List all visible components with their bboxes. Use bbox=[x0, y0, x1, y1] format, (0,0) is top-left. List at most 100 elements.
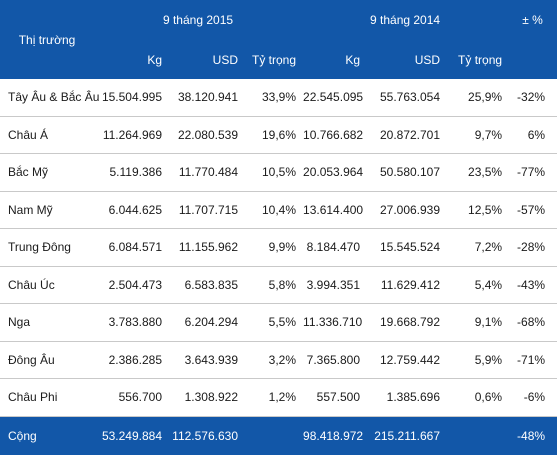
share-2014-cell: 9,1% bbox=[446, 303, 509, 342]
share-2015-cell: 9,9% bbox=[244, 228, 303, 267]
table-body: Tây Âu & Bắc Âu 15.504.995 38.120.941 33,9%… bbox=[0, 79, 557, 417]
share-2015-cell: 10,5% bbox=[244, 153, 303, 192]
usd-2015-cell: 22.080.539 bbox=[168, 116, 244, 154]
kg-2015-cell: 556.700 bbox=[94, 378, 168, 417]
kg-2014-cell: 10.766.682 bbox=[302, 116, 367, 154]
change-cell: -28% bbox=[508, 228, 557, 267]
header-blank bbox=[508, 40, 557, 79]
usd-2015-cell: 6.583.835 bbox=[168, 266, 244, 304]
header-usd-2015: USD bbox=[168, 40, 244, 79]
total-usd-2014: 215.211.667 bbox=[366, 416, 447, 455]
market-cell: Tây Âu & Bắc Âu bbox=[0, 79, 99, 117]
kg-2014-cell: 7.365.800 bbox=[302, 341, 367, 379]
table-row: Trung Đông 6.084.571 11.155.962 9,9% 8.184.4… bbox=[0, 228, 557, 267]
share-2014-cell: 5,4% bbox=[446, 266, 509, 304]
header-change: ± % bbox=[508, 0, 557, 40]
usd-2015-cell: 11.770.484 bbox=[168, 153, 244, 192]
header-usd-2014: USD bbox=[366, 40, 447, 79]
market-cell: Nga bbox=[0, 303, 94, 342]
table-header: Thị trường 9 tháng 2015 9 tháng 2014 ± %… bbox=[0, 0, 557, 79]
header-kg-2015: Kg bbox=[94, 40, 168, 79]
kg-2015-cell: 2.504.473 bbox=[94, 266, 168, 304]
usd-2015-cell: 1.308.922 bbox=[168, 378, 244, 417]
table-row: Châu Úc 2.504.473 6.583.835 5,8% 3.994.351 11… bbox=[0, 266, 557, 304]
table-row: Châu Phi 556.700 1.308.922 1,2% 557.500 1.385… bbox=[0, 378, 557, 417]
usd-2015-cell: 3.643.939 bbox=[168, 341, 244, 379]
market-cell: Châu Phi bbox=[0, 378, 94, 417]
total-change: -48% bbox=[508, 416, 557, 455]
kg-2014-cell: 557.500 bbox=[302, 378, 367, 417]
usd-2014-cell: 50.580.107 bbox=[366, 153, 447, 192]
market-cell: Đông Âu bbox=[0, 341, 94, 379]
share-2015-cell: 1,2% bbox=[244, 378, 303, 417]
market-cell: Trung Đông bbox=[0, 228, 94, 267]
kg-2015-cell: 2.386.285 bbox=[94, 341, 168, 379]
change-cell: -71% bbox=[508, 341, 557, 379]
usd-2015-cell: 6.204.294 bbox=[168, 303, 244, 342]
kg-2015-cell: 6.084.571 bbox=[94, 228, 168, 267]
total-share-2015 bbox=[244, 416, 303, 455]
share-2015-cell: 5,8% bbox=[244, 266, 303, 304]
share-2014-cell: 7,2% bbox=[446, 228, 509, 267]
header-share-2015: Tỷ trọng bbox=[244, 40, 303, 79]
header-period-2014: 9 tháng 2014 bbox=[302, 0, 509, 40]
kg-2015-cell: 11.264.969 bbox=[94, 116, 168, 154]
usd-2015-cell: 11.155.962 bbox=[168, 228, 244, 267]
share-2015-cell: 10,4% bbox=[244, 191, 303, 229]
table-row: Tây Âu & Bắc Âu 15.504.995 38.120.941 33,9%… bbox=[0, 79, 557, 117]
usd-2014-cell: 19.668.792 bbox=[366, 303, 447, 342]
change-cell: -6% bbox=[508, 378, 557, 417]
share-2015-cell: 5,5% bbox=[244, 303, 303, 342]
usd-2015-cell: 11.707.715 bbox=[168, 191, 244, 229]
usd-2015-cell: 38.120.941 bbox=[168, 79, 244, 117]
header-period-2015: 9 tháng 2015 bbox=[94, 0, 303, 40]
total-row: Cộng 53.249.884 112.576.630 98.418.972 2… bbox=[0, 416, 557, 455]
kg-2014-cell: 22.545.095 bbox=[302, 79, 367, 117]
change-cell: -77% bbox=[508, 153, 557, 192]
header-market: Thị trường bbox=[0, 0, 94, 79]
kg-2015-cell: 5.119.386 bbox=[94, 153, 168, 192]
share-2015-cell: 19,6% bbox=[244, 116, 303, 154]
kg-2015-cell: 3.783.880 bbox=[94, 303, 168, 342]
table-row: Bắc Mỹ 5.119.386 11.770.484 10,5% 20.053.964… bbox=[0, 153, 557, 192]
usd-2014-cell: 20.872.701 bbox=[366, 116, 447, 154]
total-kg-2014: 98.418.972 bbox=[302, 416, 367, 455]
usd-2014-cell: 55.763.054 bbox=[366, 79, 447, 117]
change-cell: -43% bbox=[508, 266, 557, 304]
total-label: Cộng bbox=[0, 416, 94, 455]
table-row: Đông Âu 2.386.285 3.643.939 3,2% 7.365.800 12… bbox=[0, 341, 557, 379]
share-2014-cell: 25,9% bbox=[446, 79, 509, 117]
table-footer: Cộng 53.249.884 112.576.630 98.418.972 2… bbox=[0, 416, 557, 455]
kg-2014-cell: 3.994.351 bbox=[302, 266, 367, 304]
kg-2014-cell: 11.336.710 bbox=[302, 303, 367, 342]
total-kg-2015: 53.249.884 bbox=[94, 416, 168, 455]
header-kg-2014: Kg bbox=[302, 40, 367, 79]
usd-2014-cell: 15.545.524 bbox=[366, 228, 447, 267]
kg-2014-cell: 8.184.470 bbox=[302, 228, 367, 267]
change-cell: -32% bbox=[508, 79, 557, 117]
table-row: Châu Á 11.264.969 22.080.539 19,6% 10.766.68… bbox=[0, 116, 557, 154]
kg-2014-cell: 20.053.964 bbox=[302, 153, 367, 192]
usd-2014-cell: 12.759.442 bbox=[366, 341, 447, 379]
usd-2014-cell: 11.629.412 bbox=[366, 266, 447, 304]
share-2015-cell: 33,9% bbox=[244, 79, 303, 117]
market-cell: Nam Mỹ bbox=[0, 191, 94, 229]
total-share-2014 bbox=[446, 416, 509, 455]
change-cell: 6% bbox=[508, 116, 557, 154]
usd-2014-cell: 27.006.939 bbox=[366, 191, 447, 229]
share-2014-cell: 12,5% bbox=[446, 191, 509, 229]
kg-2015-cell: 6.044.625 bbox=[94, 191, 168, 229]
share-2015-cell: 3,2% bbox=[244, 341, 303, 379]
market-cell: Châu Á bbox=[0, 116, 94, 154]
share-2014-cell: 9,7% bbox=[446, 116, 509, 154]
share-2014-cell: 23,5% bbox=[446, 153, 509, 192]
table-row: Nam Mỹ 6.044.625 11.707.715 10,4% 13.614.400… bbox=[0, 191, 557, 229]
market-cell: Bắc Mỹ bbox=[0, 153, 94, 192]
kg-2015-cell: 15.504.995 bbox=[94, 79, 168, 117]
table-row: Nga 3.783.880 6.204.294 5,5% 11.336.710 19.66… bbox=[0, 303, 557, 342]
share-2014-cell: 0,6% bbox=[446, 378, 509, 417]
share-2014-cell: 5,9% bbox=[446, 341, 509, 379]
change-cell: -57% bbox=[508, 191, 557, 229]
